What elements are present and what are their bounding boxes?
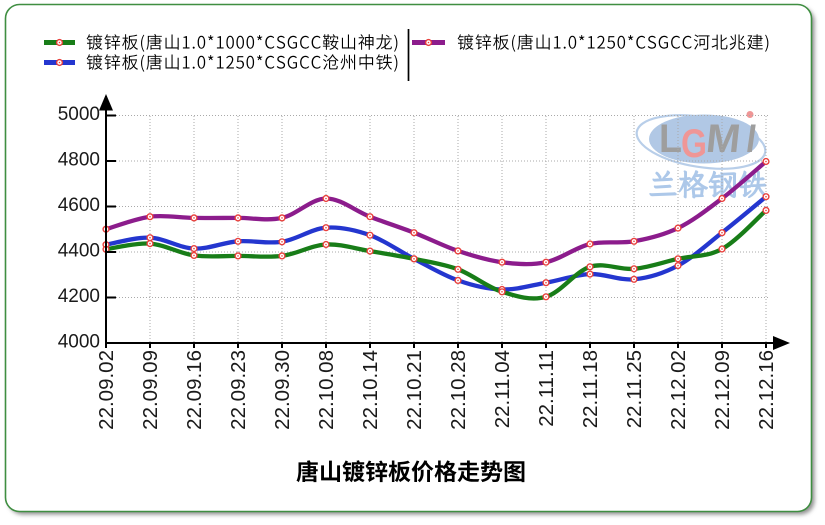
svg-text:4400: 4400 bbox=[58, 241, 100, 262]
svg-text:4200: 4200 bbox=[58, 286, 100, 307]
svg-text:22.10.14: 22.10.14 bbox=[359, 350, 382, 430]
svg-text:22.09.30: 22.09.30 bbox=[271, 350, 294, 430]
svg-text:22.11.18: 22.11.18 bbox=[579, 350, 602, 428]
svg-text:22.09.02: 22.09.02 bbox=[95, 350, 118, 430]
svg-text:22.09.23: 22.09.23 bbox=[227, 350, 250, 430]
svg-text:22.12.16: 22.12.16 bbox=[755, 350, 778, 430]
svg-text:4000: 4000 bbox=[58, 332, 100, 353]
svg-text:22.10.08: 22.10.08 bbox=[315, 350, 338, 430]
svg-text:22.11.11: 22.11.11 bbox=[535, 350, 558, 427]
svg-text:22.11.04: 22.11.04 bbox=[491, 350, 514, 428]
svg-text:G: G bbox=[681, 122, 707, 166]
svg-text:L: L bbox=[659, 117, 682, 161]
svg-text:22.12.09: 22.12.09 bbox=[711, 350, 734, 430]
svg-text:M: M bbox=[704, 117, 743, 161]
svg-text:22.10.28: 22.10.28 bbox=[447, 350, 470, 430]
svg-text:22.10.21: 22.10.21 bbox=[403, 350, 426, 430]
svg-text:5000: 5000 bbox=[58, 104, 100, 125]
svg-text:4600: 4600 bbox=[58, 195, 100, 216]
svg-text:22.11.25: 22.11.25 bbox=[623, 350, 646, 428]
svg-text:22.09.16: 22.09.16 bbox=[183, 350, 206, 430]
svg-text:4800: 4800 bbox=[58, 150, 100, 171]
svg-text:22.09.09: 22.09.09 bbox=[139, 350, 162, 430]
svg-text:22.12.02: 22.12.02 bbox=[667, 350, 690, 430]
